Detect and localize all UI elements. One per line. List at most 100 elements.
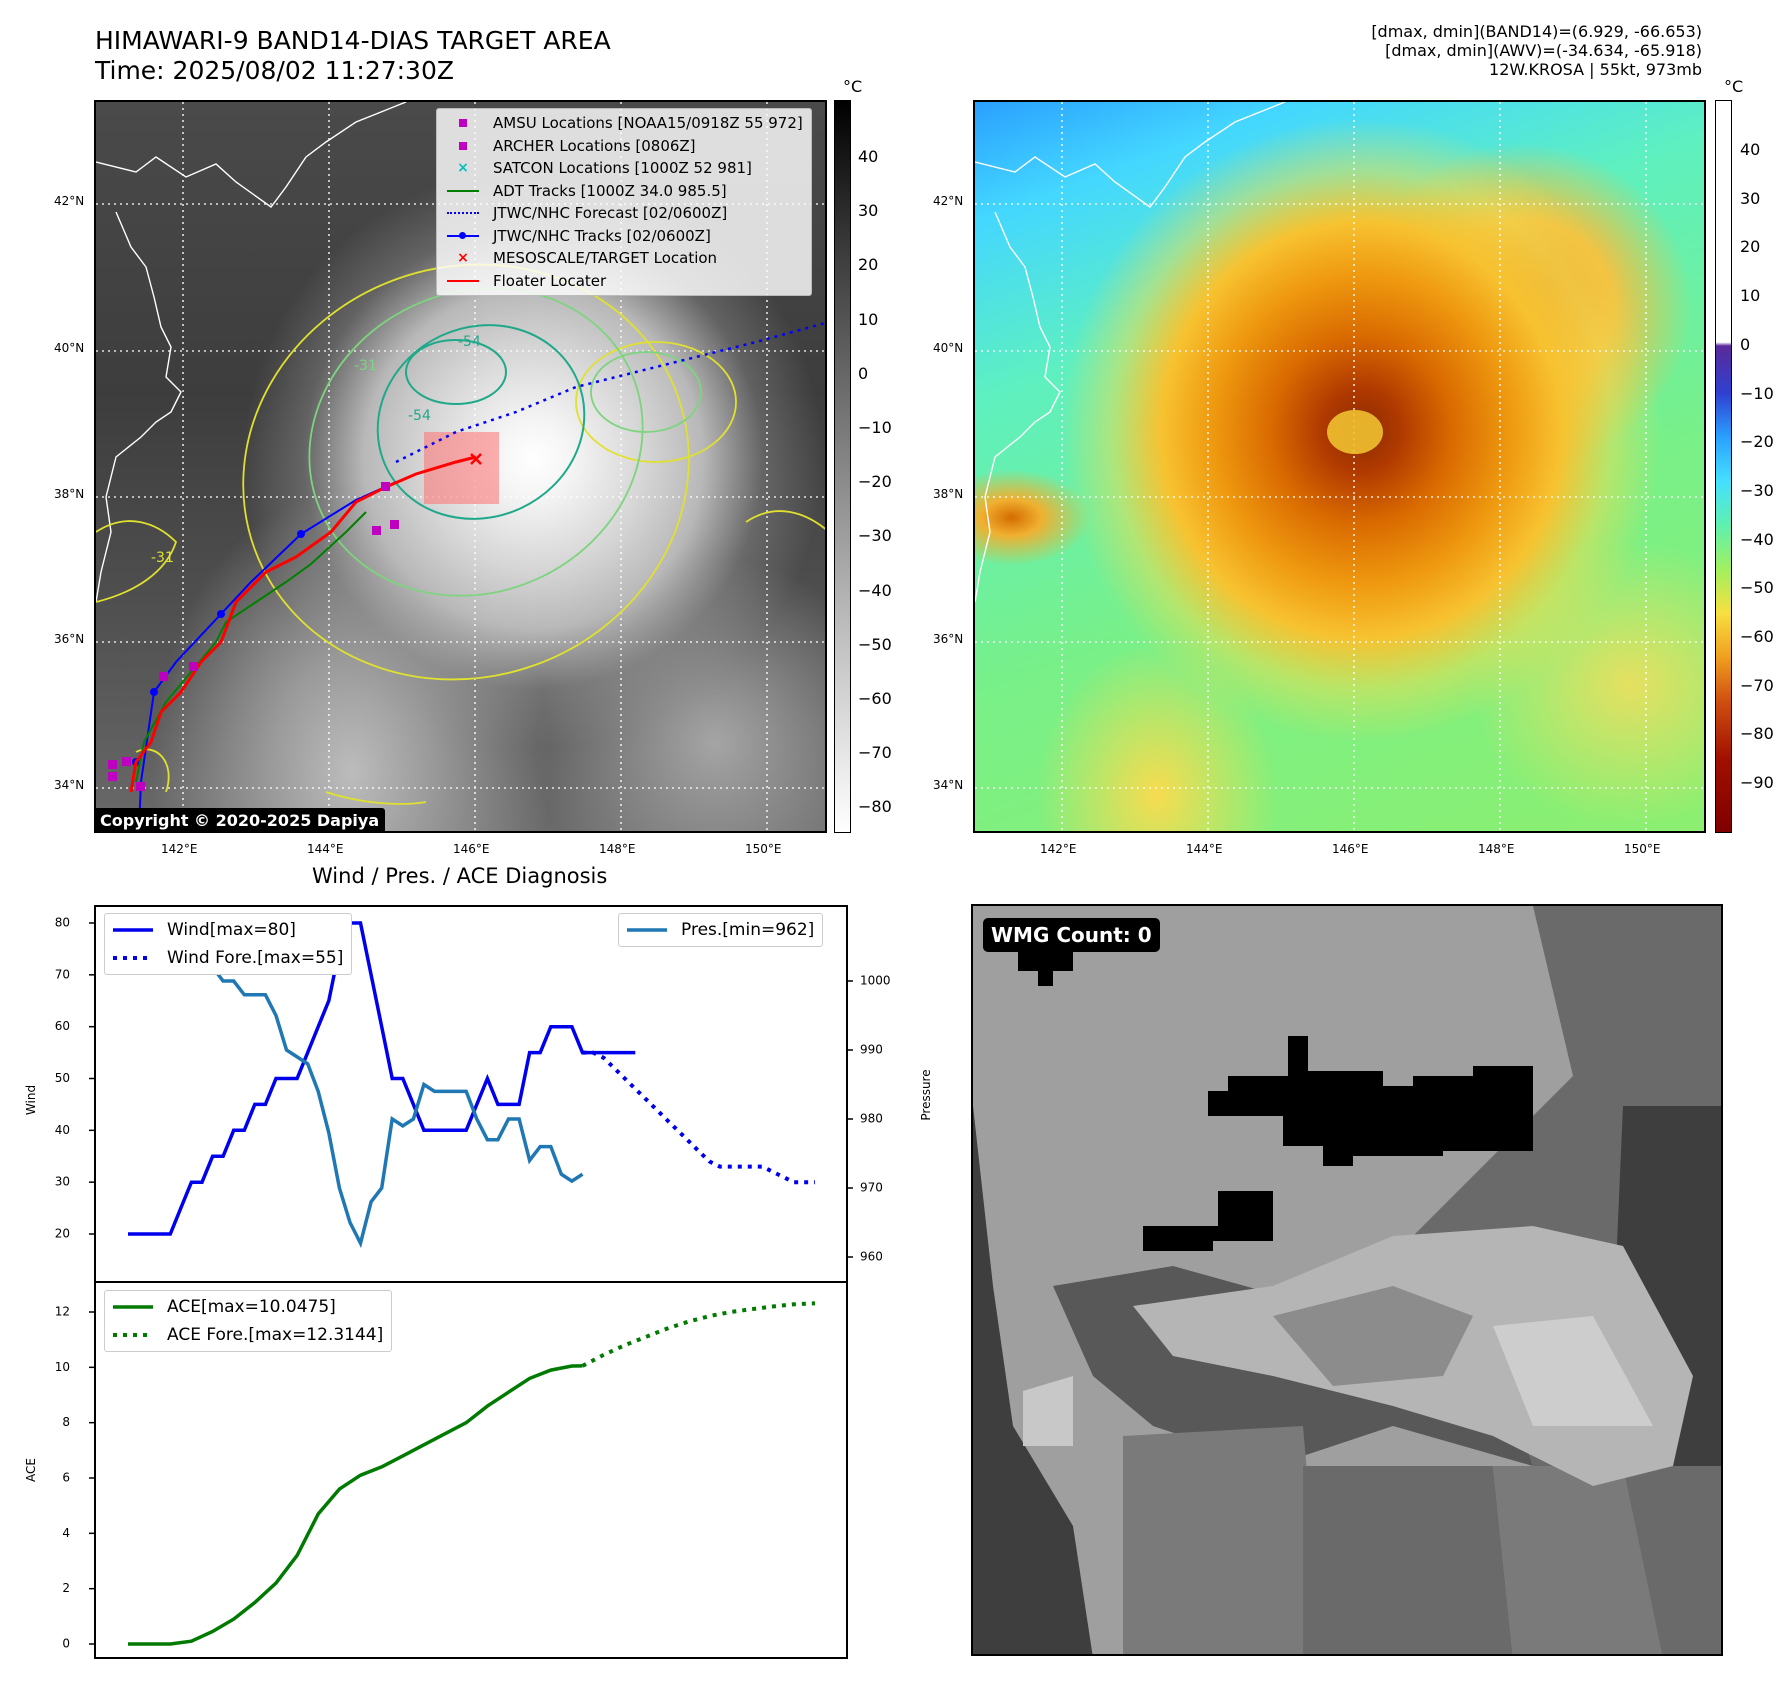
wind-yticks: 80 70 60 50 40 30 20	[55, 916, 95, 1241]
legend-wind-fore-label: Wind Fore.[max=55]	[167, 948, 344, 968]
legend-wind: Wind[max=80]	[113, 916, 343, 944]
pressure-ytick-label: 970	[860, 1181, 883, 1195]
colorbar-tick: −50	[1740, 578, 1774, 598]
colorbar-tick: −50	[858, 634, 892, 654]
ace-yticks: 12 10 8 6 4 2 0	[55, 1305, 95, 1651]
legend-wind-fore-swatch	[113, 956, 153, 960]
ir-contours-green	[308, 287, 702, 597]
lon-label: 146°E	[1332, 842, 1369, 856]
archer-points	[108, 482, 399, 791]
ir-legend-item: JTWC/NHC Forecast [02/0600Z]	[445, 202, 803, 225]
ir-legend-swatch	[445, 182, 481, 200]
legend-ace-fore-swatch	[113, 1333, 153, 1337]
contour-label: -31	[354, 358, 377, 374]
pressure-ytick-label: 960	[860, 1250, 883, 1264]
colorbar-tick: −60	[1740, 627, 1774, 646]
ir-legend-swatch	[445, 204, 481, 222]
colorbar-tick: 0	[858, 363, 869, 383]
lat-label: 40°N	[54, 341, 85, 355]
ir-legend-swatch: ×	[457, 160, 469, 176]
ir-legend-item: Floater Locater	[445, 270, 803, 293]
contour-label: -54	[408, 408, 431, 424]
jtwc-track	[137, 481, 397, 831]
wmg-count-badge: WMG Count: 0	[983, 918, 1160, 952]
info-awv-range: [dmax, dmin](AWV)=(-34.634, -65.918)	[1385, 41, 1702, 60]
ir-legend-swatch: ×	[457, 250, 469, 266]
colorbar-tick: 30	[858, 201, 879, 221]
wind-ytick-label: 60	[55, 1019, 70, 1033]
legend-ace-label: ACE[max=10.0475]	[167, 1297, 336, 1317]
ir-legend-item: JTWC/NHC Tracks [02/0600Z]	[445, 225, 803, 248]
ir-legend-label: SATCON Locations [1000Z 52 981]	[493, 159, 752, 177]
ir-legend-label: JTWC/NHC Tracks [02/0600Z]	[493, 226, 711, 245]
pressure-legend: Pres.[min=962]	[618, 913, 824, 947]
awv-map-overlay	[975, 102, 1704, 831]
wmg-light-regions	[1023, 1226, 1693, 1486]
lat-label: 36°N	[933, 632, 964, 646]
ir-coastline	[96, 102, 407, 603]
colorbar-tick: −40	[1740, 529, 1774, 549]
pressure-ylabel: Pressure	[919, 1069, 933, 1120]
legend-ace: ACE[max=10.0475]	[113, 1293, 383, 1321]
ace-observed-line	[128, 1364, 583, 1646]
ace-ytick-label: 2	[62, 1581, 70, 1595]
colorbar-tick: −70	[858, 743, 892, 763]
lon-label: 144°E	[1186, 842, 1223, 856]
ace-ylabel: ACE	[24, 1458, 38, 1482]
ace-ytick-label: 12	[55, 1305, 70, 1319]
legend-wind-swatch	[113, 928, 153, 932]
figure-time: Time: 2025/08/02 11:27:30Z	[95, 56, 454, 85]
legend-ace-fore: ACE Fore.[max=12.3144]	[113, 1321, 383, 1349]
legend-wind-label: Wind[max=80]	[167, 920, 296, 940]
figure-title: HIMAWARI-9 BAND14-DIAS TARGET AREA	[95, 26, 611, 55]
lat-label: 42°N	[54, 194, 85, 208]
legend-ace-swatch	[113, 1305, 153, 1309]
colorbar-tick: −60	[858, 689, 892, 708]
ace-forecast-line	[581, 1301, 816, 1368]
floater-track	[129, 455, 477, 793]
lon-label: 142°E	[161, 842, 198, 856]
colorbar-tick: 10	[858, 309, 879, 329]
ace-legend: ACE[max=10.0475] ACE Fore.[max=12.3144]	[104, 1290, 393, 1352]
colorbar-tick: 10	[1740, 286, 1761, 306]
ace-axes-frame	[94, 1281, 848, 1659]
wind-legend: Wind[max=80] Wind Fore.[max=55]	[104, 913, 353, 975]
pressure-yticks: 1000 990 980 970 960	[847, 974, 891, 1264]
colorbar-tick: −70	[1740, 675, 1774, 695]
wmg-image	[973, 906, 1721, 1654]
wmg-panel: WMG Count: 0	[971, 904, 1723, 1656]
awv-coastline	[975, 102, 1286, 603]
ace-ytick-label: 10	[55, 1360, 70, 1374]
diag-series	[128, 921, 816, 1646]
lat-label: 38°N	[933, 487, 964, 501]
lat-label: 40°N	[933, 341, 964, 355]
colorbar-tick: 40	[1740, 140, 1761, 159]
colorbar-tick: −20	[1740, 432, 1774, 452]
ir-map-panel: -54 -31 -31 -54	[94, 100, 827, 833]
wind-ylabel: Wind	[24, 1085, 38, 1115]
ace-ytick-label: 8	[62, 1415, 70, 1429]
colorbar-tick: −30	[1740, 480, 1774, 500]
wind-ytick-label: 70	[55, 967, 70, 981]
info-storm-status: 12W.KROSA | 55kt, 973mb	[1489, 60, 1702, 79]
ir-legend-label: ARCHER Locations [0806Z]	[493, 136, 696, 155]
lat-label: 38°N	[54, 487, 85, 501]
info-block: [dmax, dmin](BAND14)=(6.929, -66.653) [d…	[1371, 22, 1702, 79]
colorbar-tick: 40	[858, 147, 879, 166]
pressure-ytick-label: 980	[860, 1112, 883, 1126]
colorbar-tick: −80	[1740, 724, 1774, 744]
colorbar-tick: −40	[858, 580, 892, 600]
lat-label: 36°N	[54, 632, 85, 646]
diag-title: Wind / Pres. / ACE Diagnosis	[312, 864, 608, 888]
colorbar-tick: −30	[858, 526, 892, 546]
wind-ytick-label: 20	[55, 1227, 70, 1241]
ir-legend-label: AMSU Locations [NOAA15/0918Z 55 972]	[493, 114, 803, 132]
ir-legend-item: AMSU Locations [NOAA15/0918Z 55 972]	[445, 112, 803, 135]
legend-pressure-label: Pres.[min=962]	[681, 920, 815, 940]
wind-ytick-label: 40	[55, 1123, 70, 1137]
awv-colorbar	[1715, 100, 1732, 833]
pressure-ytick-label: 1000	[860, 974, 891, 988]
legend-wind-fore: Wind Fore.[max=55]	[113, 944, 343, 972]
colorbar-tick: 0	[1740, 334, 1751, 354]
ir-legend-label: MESOSCALE/TARGET Location	[493, 249, 718, 267]
